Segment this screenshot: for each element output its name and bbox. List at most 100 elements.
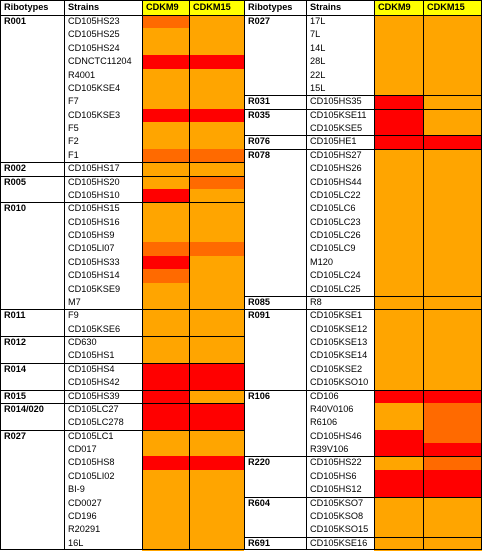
right-cdkm15-cell (423, 269, 482, 283)
right-cdkm15-cell (423, 496, 482, 511)
grid-vline (142, 0, 143, 550)
right-cdkm15-cell (423, 429, 482, 444)
left-cdkm15-cell (189, 322, 244, 337)
grid-hline (0, 336, 244, 337)
left-strain-cell: CD105HS9 (68, 230, 115, 240)
right-strain-cell: R39V106 (310, 444, 349, 454)
right-cdkm15-cell (423, 255, 482, 270)
right-strain-cell: R8 (310, 296, 322, 307)
right-cdkm9-cell (374, 41, 423, 56)
right-ribotype-label: R106 (248, 390, 270, 401)
left-cdkm15-cell (189, 175, 244, 190)
left-cdkm15-cell (189, 349, 244, 364)
right-strain-cell: CD105KSE11 (310, 109, 367, 120)
right-cdkm15-cell (423, 162, 482, 176)
left-cdkm15-cell (189, 242, 244, 257)
grid-hline (0, 176, 244, 177)
right-cdkm15-cell (423, 509, 482, 524)
right-ribotype-label: R085 (248, 296, 270, 307)
grid-hline (0, 309, 244, 310)
left-ribotype-label: R012 (4, 337, 26, 347)
right-strain-cell: CD105KSE5 (310, 123, 363, 133)
left-strain-cell: F7 (68, 96, 79, 107)
right-cdkm9-cell (374, 269, 423, 283)
left-cdkm9-cell (142, 81, 189, 96)
right-cdkm9-cell (374, 456, 423, 471)
right-ribotype-label: R031 (248, 96, 270, 107)
left-cdkm15-cell (189, 95, 244, 110)
right-cdkm9-cell (374, 148, 423, 163)
left-cdkm9-cell (142, 108, 189, 123)
right-strain-cell: CD106 (310, 390, 339, 401)
grid-vline (306, 0, 307, 550)
right-strain-cell: CD105KSE2 (310, 363, 363, 374)
right-cdkm9-cell (374, 389, 423, 404)
left-cdkm9-cell (142, 389, 189, 404)
right-cdkm15-cell (423, 295, 482, 310)
right-cdkm9-cell (374, 322, 423, 337)
left-strain-cell: 16L (68, 537, 84, 548)
right-strain-cell: CD105KSE13 (310, 337, 368, 347)
left-strain-cell: BI-9 (68, 484, 85, 495)
right-cdkm9-cell (374, 242, 423, 257)
right-cdkm15-cell (423, 456, 482, 471)
right-cdkm9-cell (374, 469, 423, 484)
right-cdkm15-cell (423, 402, 482, 417)
right-cdkm15-cell (423, 81, 482, 96)
right-strain-cell: CD105LC25 (310, 283, 361, 294)
right-strain-cell: CD105HS27 (310, 149, 362, 160)
left-cdkm15-cell (189, 469, 244, 484)
left-cdkm15-cell (189, 523, 244, 538)
left-strain-cell: F1 (68, 149, 79, 160)
right-cdkm15-cell (423, 41, 482, 56)
right-strain-cell: 17L (310, 16, 326, 26)
right-strain-cell: 22L (310, 69, 326, 80)
right-strain-cell: R40V0106 (310, 403, 354, 414)
right-cdkm15-cell (423, 148, 482, 163)
left-cdkm9-cell (142, 188, 189, 203)
right-ribotype-label: R027 (248, 16, 270, 26)
header-cdkm15-right: CDKM15 (423, 0, 482, 15)
left-strain-cell: CD105KSE3 (68, 109, 121, 120)
left-cdkm15-cell (189, 229, 244, 243)
left-cdkm15-cell (189, 483, 244, 497)
left-strain-cell: CD105LC27 (68, 403, 119, 414)
left-cdkm15-cell (189, 443, 244, 457)
right-cdkm9-cell (374, 349, 423, 364)
right-cdkm15-cell (423, 229, 482, 243)
left-ribotype-label: R002 (4, 163, 26, 174)
left-cdkm9-cell (142, 282, 189, 297)
right-cdkm15-cell (423, 376, 482, 390)
left-cdkm15-cell (189, 429, 244, 444)
left-cdkm9-cell (142, 68, 189, 83)
right-strain-cell: CD105KSO10 (310, 377, 369, 388)
right-cdkm15-cell (423, 349, 482, 364)
left-cdkm15-cell (189, 309, 244, 324)
left-ribotype-label: R010 (4, 203, 26, 214)
left-cdkm9-cell (142, 229, 189, 243)
right-cdkm9-cell (374, 376, 423, 390)
grid-hline (244, 95, 482, 96)
header-cdkm9-left: CDKM9 (142, 0, 189, 15)
left-cdkm9-cell (142, 322, 189, 337)
left-strain-cell: CD105HS42 (68, 377, 120, 388)
grid-hline (244, 309, 482, 310)
right-cdkm9-cell (374, 416, 423, 431)
left-strain-cell: CD105HS8 (68, 457, 115, 468)
right-cdkm15-cell (423, 15, 482, 29)
header-strains-right: Strains (310, 2, 342, 12)
right-cdkm9-cell (374, 295, 423, 310)
left-cdkm9-cell (142, 135, 189, 150)
right-cdkm15-cell (423, 469, 482, 484)
left-cdkm15-cell (189, 81, 244, 96)
right-strain-cell: CD105LC24 (310, 270, 361, 281)
right-cdkm9-cell (374, 162, 423, 176)
left-cdkm9-cell (142, 202, 189, 217)
left-ribotype-label: R027 (4, 430, 26, 441)
left-cdkm15-cell (189, 255, 244, 270)
left-cdkm9-cell (142, 416, 189, 431)
right-cdkm15-cell (423, 336, 482, 350)
right-cdkm9-cell (374, 429, 423, 444)
right-cdkm15-cell (423, 322, 482, 337)
right-cdkm15-cell (423, 122, 482, 136)
